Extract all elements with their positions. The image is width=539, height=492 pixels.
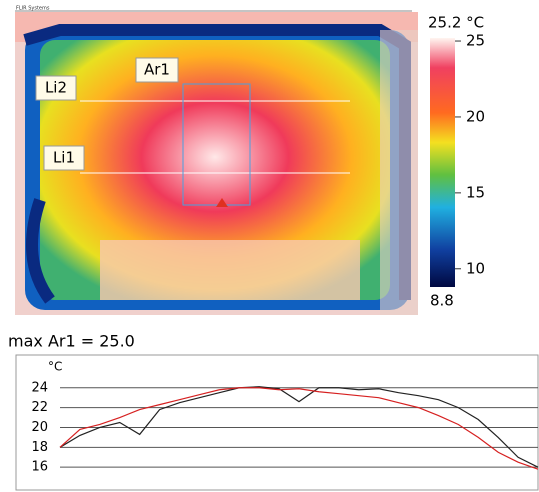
y-axis-label: °C xyxy=(48,360,62,374)
y-tick-label: 24 xyxy=(31,380,48,395)
scale-tick-label: 25 xyxy=(466,32,485,50)
chart-frame xyxy=(16,355,538,490)
label: Li1 xyxy=(53,149,75,167)
y-tick-label: 22 xyxy=(31,400,48,415)
scale-tick-label: 20 xyxy=(466,107,485,125)
scale-min: 8.8 xyxy=(430,292,454,310)
scale-max: 25.2 °C xyxy=(428,14,484,32)
y-tick-label: 20 xyxy=(31,420,48,435)
y-tick-label: 16 xyxy=(31,460,48,475)
scale-tick-label: 15 xyxy=(466,183,485,201)
label: Ar1 xyxy=(144,61,170,79)
color-scale xyxy=(430,38,455,287)
scale-tick-label: 10 xyxy=(466,259,485,277)
label: Li2 xyxy=(45,79,67,97)
y-tick-label: 18 xyxy=(31,440,48,455)
screen: FLIR Systems Ar1 Li2 Li1 25.2 °C 8.8 252… xyxy=(0,0,539,492)
measurement: max Ar1 = 25.0 xyxy=(8,332,135,351)
scale-ticks: 25 20 15 10 xyxy=(455,32,485,278)
